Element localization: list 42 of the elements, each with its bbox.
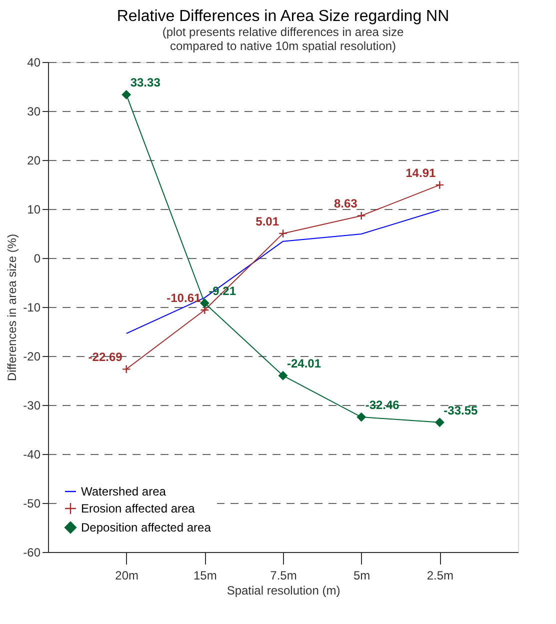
data-label: -33.55 bbox=[444, 403, 478, 418]
x-tick-label: 15m bbox=[193, 568, 217, 582]
x-tick-label: 2.5m bbox=[426, 568, 454, 582]
point bbox=[122, 90, 131, 100]
chart-subtitle: (plot presents relative differences in area size compared to native 10m spatial resolution) bbox=[162, 25, 404, 53]
y-tick-label: 20 bbox=[27, 154, 41, 168]
y-axis-title: Differences in area size (%) bbox=[5, 234, 20, 382]
y-tick-label: -20 bbox=[23, 350, 41, 364]
data-label: 8.63 bbox=[334, 196, 358, 211]
legend-label: Deposition affected area bbox=[81, 520, 212, 534]
point bbox=[278, 228, 288, 238]
point bbox=[435, 180, 444, 190]
legend-label: Erosion affected area bbox=[81, 502, 196, 516]
data-label: 33.33 bbox=[130, 76, 161, 90]
y-tick-label: 30 bbox=[27, 104, 41, 118]
y-tick-label: -50 bbox=[23, 496, 41, 510]
y-tick-label: 0 bbox=[34, 252, 41, 266]
point bbox=[356, 412, 366, 422]
point bbox=[435, 418, 444, 427]
y-tick-label: -10 bbox=[23, 300, 41, 314]
point bbox=[122, 364, 131, 374]
data-label: 14.91 bbox=[406, 166, 436, 180]
chart-title: Relative Differences in Area Size regarding NN bbox=[116, 8, 450, 25]
point bbox=[200, 298, 210, 308]
y-tick-label: 10 bbox=[27, 202, 41, 216]
data-label: -32.46 bbox=[365, 398, 400, 412]
x-tick-label: 5m bbox=[353, 568, 370, 582]
x-tick-label: 20m bbox=[115, 568, 139, 582]
y-tick-label: -30 bbox=[23, 398, 41, 412]
data-label: -22.69 bbox=[88, 350, 123, 364]
point bbox=[356, 211, 366, 220]
data-label: 5.01 bbox=[256, 214, 280, 228]
data-label: -24.01 bbox=[287, 356, 322, 371]
y-tick-label: 40 bbox=[27, 56, 41, 70]
point bbox=[278, 371, 288, 380]
legend-label: Watershed area bbox=[81, 484, 166, 498]
y-tick-label: -60 bbox=[23, 546, 41, 560]
x-tick-label: 7.5m bbox=[270, 568, 297, 582]
y-tick-label: -40 bbox=[23, 448, 41, 462]
x-axis-title: Spatial resolution (m) bbox=[226, 584, 340, 598]
data-label: -10.61 bbox=[166, 290, 201, 305]
line-series bbox=[126, 209, 440, 334]
